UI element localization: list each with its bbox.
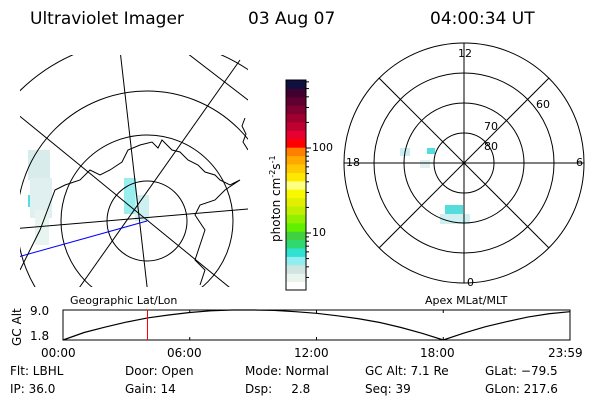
meridian-line bbox=[120, 55, 148, 287]
colorbar-unit-mid: s bbox=[269, 163, 283, 170]
info-field: GLat: −79.5 bbox=[485, 364, 558, 378]
altitude-line bbox=[62, 309, 571, 341]
aurora-emission bbox=[445, 205, 463, 215]
info-field: Mode: Normal bbox=[245, 364, 329, 378]
colorbar-unit-label: photon cm-2s-1 bbox=[266, 155, 283, 242]
colorbar bbox=[285, 79, 311, 291]
lat-label-70: 70 bbox=[484, 120, 498, 133]
colorbar-segment bbox=[286, 130, 306, 140]
aurora-emission bbox=[30, 178, 52, 218]
colorbar-segment bbox=[286, 281, 306, 291]
aurora-emission bbox=[35, 210, 49, 245]
info-field: Dsp: 2.8 bbox=[245, 382, 311, 396]
meridian-line bbox=[79, 59, 241, 287]
colorbar-unit-sup1: -2 bbox=[268, 169, 277, 178]
colorbar-segment bbox=[286, 80, 306, 89]
colorbar-segment bbox=[286, 138, 306, 148]
colorbar-segment bbox=[286, 164, 306, 173]
info-field: IP: 36.0 bbox=[10, 382, 56, 396]
mlt-label-18: 18 bbox=[346, 156, 360, 169]
meridian-line bbox=[20, 208, 248, 229]
left-map-label: Geographic Lat/Lon bbox=[70, 294, 178, 307]
info-field: GC Alt: 7.1 Re bbox=[365, 364, 449, 378]
mlt-label-0: 0 bbox=[467, 276, 474, 289]
colorbar-frame bbox=[285, 79, 307, 291]
altitude-plot bbox=[62, 309, 571, 341]
latitude-circle bbox=[20, 90, 248, 287]
date-label: 03 Aug 07 bbox=[248, 9, 336, 29]
x-tick-0: 00:00 bbox=[41, 346, 76, 360]
colorbar-segment bbox=[286, 256, 306, 266]
colorbar-tick-10: 10 bbox=[312, 226, 326, 239]
colorbar-unit-sup2: -1 bbox=[268, 155, 277, 164]
time-label: 04:00:34 UT bbox=[430, 9, 535, 29]
sun-direction-line bbox=[20, 220, 148, 257]
colorbar-segment bbox=[286, 96, 306, 106]
coastline bbox=[241, 117, 248, 151]
colorbar-segment bbox=[286, 231, 306, 241]
info-field: Door: Open bbox=[125, 364, 194, 378]
colorbar-segment bbox=[286, 273, 306, 283]
y-axis-label: GC Alt bbox=[10, 308, 24, 346]
mlt-lines bbox=[344, 43, 584, 283]
latitude-circle bbox=[60, 134, 234, 287]
mlt-line bbox=[373, 72, 555, 254]
x-tick-2: 12:00 bbox=[294, 346, 329, 360]
x-tick-4: 23:59 bbox=[548, 346, 583, 360]
lat-label-60: 60 bbox=[536, 98, 550, 111]
x-tick-3: 18:00 bbox=[420, 346, 455, 360]
colorbar-segment bbox=[286, 197, 306, 207]
lat-label-80: 80 bbox=[484, 140, 498, 153]
colorbar-segment bbox=[286, 248, 306, 257]
meridian-line bbox=[188, 55, 248, 101]
apex-polar-map bbox=[343, 42, 585, 284]
info-field: Flt: LBHL bbox=[10, 364, 64, 378]
y-tick-top: 9.0 bbox=[30, 304, 50, 318]
colorbar-segment bbox=[286, 155, 306, 165]
colorbar-segment bbox=[286, 214, 306, 224]
colorbar-segment bbox=[286, 180, 306, 190]
info-field: Gain: 14 bbox=[125, 382, 176, 396]
colorbar-segment bbox=[286, 172, 306, 182]
aurora-emission bbox=[440, 214, 470, 224]
coastline bbox=[20, 139, 241, 286]
info-field: GLon: 217.6 bbox=[485, 382, 558, 396]
aurora-emission bbox=[28, 150, 50, 180]
right-map-label: Apex MLat/MLT bbox=[425, 294, 508, 307]
x-tick-1: 06:00 bbox=[167, 346, 202, 360]
colorbar-segment bbox=[286, 88, 306, 98]
colorbar-segment bbox=[286, 113, 306, 123]
colorbar-segment bbox=[286, 189, 306, 199]
geographic-map bbox=[20, 55, 248, 287]
colorbar-segment bbox=[286, 105, 306, 115]
colorbar-segment bbox=[286, 147, 306, 157]
aurora-emission bbox=[420, 160, 430, 168]
instrument-title: Ultraviolet Imager bbox=[30, 9, 184, 29]
info-field: Seq: 39 bbox=[365, 382, 411, 396]
colorbar-segment bbox=[286, 239, 306, 249]
aurora-emission bbox=[124, 178, 136, 214]
aurora-emission bbox=[427, 148, 435, 154]
colorbar-segment bbox=[286, 206, 306, 215]
mlt-label-12: 12 bbox=[458, 47, 472, 60]
colorbar-segment bbox=[286, 222, 306, 232]
mlt-label-6: 6 bbox=[576, 156, 583, 169]
colorbar-unit-text: photon cm bbox=[269, 177, 283, 242]
colorbar-segment bbox=[286, 122, 306, 131]
colorbar-segment bbox=[286, 264, 306, 274]
meridian-line bbox=[20, 115, 230, 287]
y-tick-bottom: 1.8 bbox=[30, 329, 50, 343]
colorbar-tick-100: 100 bbox=[312, 141, 333, 154]
